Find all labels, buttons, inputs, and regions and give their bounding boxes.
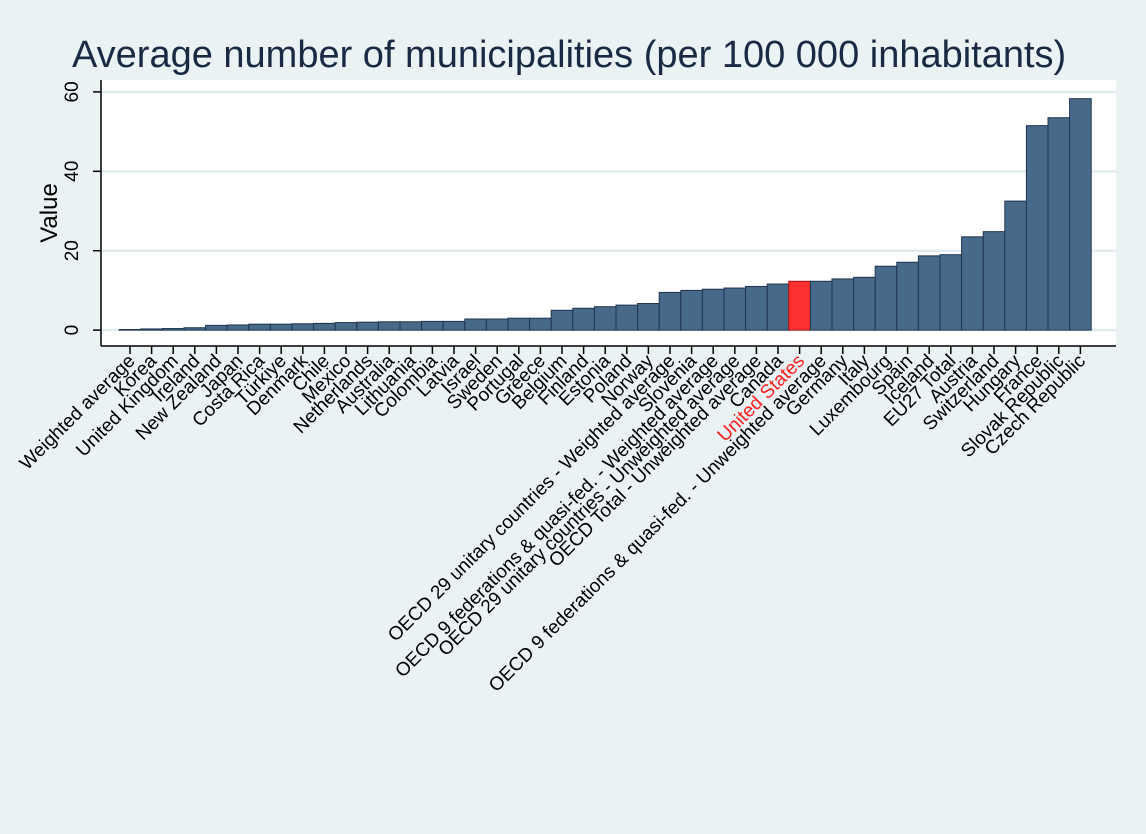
bar <box>140 328 163 331</box>
bar <box>529 317 552 331</box>
bar <box>161 328 185 331</box>
bar <box>853 276 876 331</box>
bar <box>269 323 293 331</box>
bar <box>183 327 207 331</box>
bar <box>723 287 747 331</box>
bar <box>334 322 358 331</box>
bars <box>118 98 1092 331</box>
bar <box>874 265 898 331</box>
y-tick-label: 0 <box>62 325 83 336</box>
bar <box>1004 200 1027 331</box>
bar <box>982 231 1006 331</box>
bar <box>356 321 379 331</box>
bar <box>1047 117 1071 331</box>
bar <box>507 317 531 331</box>
bar <box>377 321 401 331</box>
y-axis-label: Value <box>36 183 63 243</box>
bar <box>399 321 423 331</box>
bar <box>550 309 574 331</box>
bar <box>896 261 919 331</box>
bar <box>766 283 790 331</box>
bar <box>226 324 250 331</box>
bar <box>205 324 228 331</box>
y-tick-label: 20 <box>62 240 83 261</box>
bar <box>485 318 509 331</box>
bar <box>701 288 725 331</box>
bar <box>291 323 315 331</box>
bar <box>615 304 639 331</box>
bar <box>421 320 444 331</box>
bar <box>809 280 833 331</box>
bar <box>442 320 466 331</box>
bar <box>961 236 984 331</box>
y-tick-label: 60 <box>62 81 83 102</box>
bar <box>637 303 660 331</box>
bar <box>313 322 336 331</box>
bar <box>658 291 682 331</box>
bar <box>788 280 811 331</box>
bar <box>464 318 487 331</box>
bar <box>831 278 855 331</box>
bar <box>593 306 617 331</box>
bar <box>917 255 941 331</box>
bar <box>118 329 142 331</box>
y-tick-label: 40 <box>62 161 83 182</box>
chart-title: Average number of municipalities (per 10… <box>72 34 1066 76</box>
y-axis-ticks: 0 20 40 60 <box>62 81 101 335</box>
bar <box>248 323 271 331</box>
bar <box>1025 125 1049 331</box>
bar <box>572 307 595 331</box>
bar <box>745 285 768 331</box>
bar <box>939 254 963 331</box>
bar <box>680 289 703 331</box>
bar <box>1069 98 1092 331</box>
